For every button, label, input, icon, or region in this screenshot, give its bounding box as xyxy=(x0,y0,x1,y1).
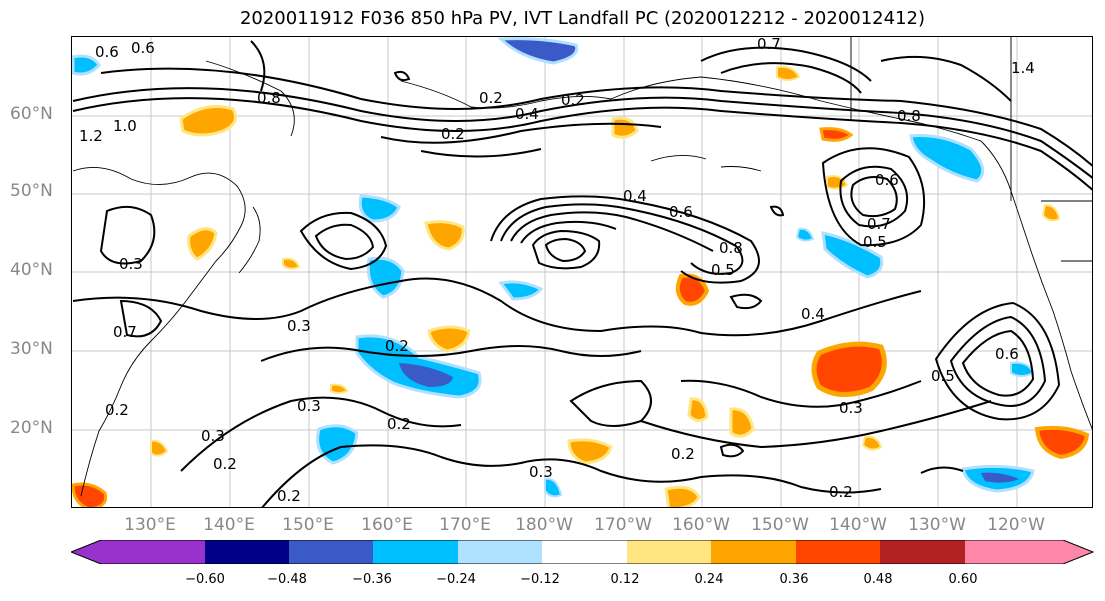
contour-label: 0.7 xyxy=(757,37,781,53)
colorbar-segment xyxy=(711,540,796,564)
ivt-shading xyxy=(72,37,1090,507)
colorbar-graphic xyxy=(69,539,1095,565)
contour-label: 0.4 xyxy=(801,305,825,323)
contour-label: 0.4 xyxy=(623,187,647,205)
contour-label: 0.3 xyxy=(201,427,225,445)
map-canvas: 0.6 0.6 1.2 1.0 0.8 0.2 0.2 0.4 0.2 0.7 … xyxy=(72,37,1092,507)
contour-label: 0.6 xyxy=(131,39,155,57)
contour-label-layer: 0.6 0.6 1.2 1.0 0.8 0.2 0.2 0.4 0.2 0.7 … xyxy=(79,37,1035,505)
lon-label-120w: 120°W xyxy=(987,515,1045,535)
contour-label: 0.2 xyxy=(479,89,503,107)
contour-label: 0.3 xyxy=(839,399,863,417)
colorbar-tick-label: −0.24 xyxy=(436,572,476,587)
colorbar-segment xyxy=(880,540,965,564)
lon-label-140w: 140°W xyxy=(829,515,887,535)
lat-label-30n: 30°N xyxy=(10,339,53,359)
lon-label-150w: 150°W xyxy=(751,515,809,535)
contour-label: 1.4 xyxy=(1011,59,1035,77)
colorbar-segment xyxy=(796,540,880,564)
lon-label-130e: 130°E xyxy=(124,515,176,535)
contour-label: 0.4 xyxy=(515,105,539,123)
contour-label: 0.2 xyxy=(385,337,409,355)
contour-label: 1.0 xyxy=(113,117,137,135)
contour-label: 0.2 xyxy=(213,455,237,473)
lat-label-40n: 40°N xyxy=(10,260,53,280)
lon-label-170e: 170°E xyxy=(439,515,491,535)
contour-label: 0.2 xyxy=(387,415,411,433)
lon-label-170w: 170°W xyxy=(594,515,652,535)
colorbar-tick-label: 0.24 xyxy=(694,572,724,587)
colorbar-tick-label: −0.12 xyxy=(520,572,560,587)
colorbar-tick-label: 0.12 xyxy=(610,572,640,587)
contour-label: 0.3 xyxy=(287,317,311,335)
lon-label-150e: 150°E xyxy=(282,515,334,535)
contour-label: 1.2 xyxy=(79,127,103,145)
lon-label-160w: 160°W xyxy=(672,515,730,535)
colorbar-tick-label: −0.48 xyxy=(267,572,307,587)
lon-label-140e: 140°E xyxy=(203,515,255,535)
map-title: 2020011912 F036 850 hPa PV, IVT Landfall… xyxy=(239,8,926,29)
coastlines xyxy=(72,37,1092,497)
colorbar-tick-label: −0.60 xyxy=(185,572,225,587)
lat-label-20n: 20°N xyxy=(10,418,53,438)
contour-label: 0.2 xyxy=(105,401,129,419)
contour-label: 0.8 xyxy=(719,239,743,257)
colorbar-segment xyxy=(289,540,373,564)
contour-label: 0.8 xyxy=(257,89,281,107)
colorbar-tick-label: 0.60 xyxy=(948,572,978,587)
colorbar-tick-label: −0.36 xyxy=(352,572,392,587)
colorbar-segment xyxy=(965,540,1093,564)
contour-label: 0.3 xyxy=(119,255,143,273)
contour-label: 0.8 xyxy=(897,107,921,125)
contour-label: 0.5 xyxy=(863,233,887,251)
contour-label: 0.7 xyxy=(113,323,137,341)
contour-label: 0.7 xyxy=(867,215,891,233)
contour-label: 0.2 xyxy=(441,125,465,143)
lat-label-50n: 50°N xyxy=(10,181,53,201)
lon-label-180w: 180°W xyxy=(515,515,573,535)
pv-contours xyxy=(72,40,1092,507)
contour-label: 0.3 xyxy=(297,397,321,415)
contour-label: 0.2 xyxy=(671,445,695,463)
contour-label: 0.6 xyxy=(995,345,1019,363)
colorbar-segment xyxy=(71,540,205,564)
colorbar xyxy=(69,539,1095,568)
contour-label: 0.2 xyxy=(829,483,853,501)
colorbar-tick-label: 0.48 xyxy=(863,572,893,587)
contour-label: 0.5 xyxy=(711,261,735,279)
map-panel: 0.6 0.6 1.2 1.0 0.8 0.2 0.2 0.4 0.2 0.7 … xyxy=(71,36,1093,508)
colorbar-tick-label: 0.36 xyxy=(779,572,809,587)
contour-label: 0.3 xyxy=(529,463,553,481)
contour-label: 0.6 xyxy=(669,203,693,221)
colorbar-segment xyxy=(458,540,542,564)
lat-label-60n: 60°N xyxy=(10,104,53,124)
contour-label: 0.2 xyxy=(277,487,301,505)
contour-label: 0.2 xyxy=(561,91,585,109)
contour-label: 0.5 xyxy=(931,367,955,385)
lon-label-160e: 160°E xyxy=(361,515,413,535)
colorbar-segment xyxy=(373,540,458,564)
colorbar-segment xyxy=(627,540,711,564)
contour-label: 0.6 xyxy=(875,171,899,189)
colorbar-segment xyxy=(542,540,627,564)
graticule xyxy=(72,37,1092,507)
colorbar-segment xyxy=(205,540,289,564)
lon-label-130w: 130°W xyxy=(908,515,966,535)
contour-label: 0.6 xyxy=(95,43,119,61)
